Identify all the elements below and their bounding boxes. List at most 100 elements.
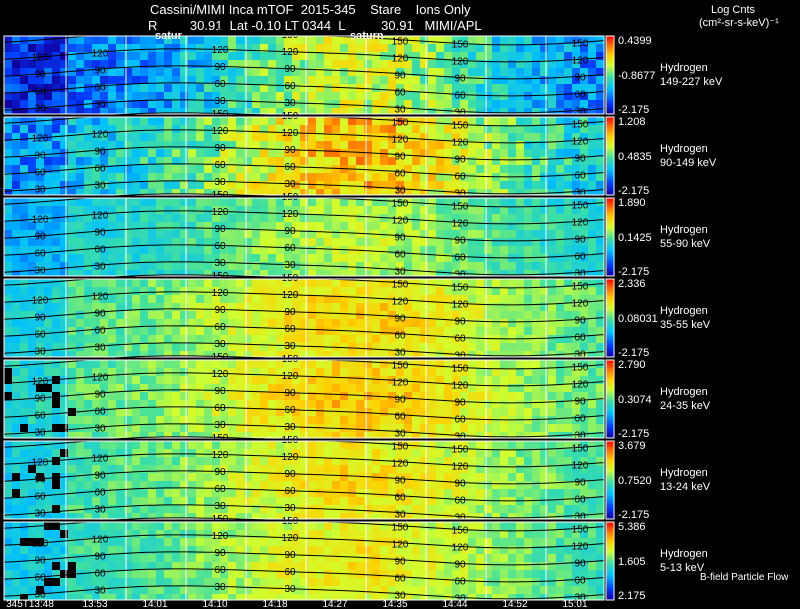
heatmap-cell (500, 513, 508, 519)
heatmap-cell (532, 360, 540, 368)
heatmap-cell (300, 311, 308, 319)
heatmap-cell (492, 368, 500, 376)
heatmap-cell (36, 457, 44, 465)
heatmap-cell (12, 157, 20, 165)
heatmap-cell (548, 52, 556, 60)
heatmap-cell (316, 206, 324, 214)
heatmap-cell (556, 222, 564, 230)
heatmap-cell (268, 489, 276, 497)
heatmap-cell (308, 335, 316, 343)
heatmap-cell (60, 505, 68, 513)
contour-line (3, 193, 605, 208)
heatmap-cell (588, 319, 596, 327)
heatmap-cell (28, 149, 36, 157)
heatmap-cell (452, 489, 460, 497)
heatmap-cell (84, 489, 92, 497)
heatmap-cell (340, 376, 348, 384)
heatmap-cell (324, 36, 332, 44)
heatmap-cell (84, 108, 92, 114)
heatmap-cell (492, 424, 500, 432)
heatmap-cell (116, 392, 124, 400)
heatmap-cell (76, 100, 84, 108)
heatmap-cell (300, 189, 308, 195)
heatmap-cell (300, 343, 308, 351)
heatmap-cell (84, 133, 92, 141)
contour-label: 30 (454, 350, 466, 361)
heatmap-cell (132, 214, 140, 222)
heatmap-cell (348, 465, 356, 473)
heatmap-cell (268, 287, 276, 295)
heatmap-cell (596, 133, 604, 141)
heatmap-cell (252, 44, 260, 52)
contour-label: 60 (394, 169, 406, 180)
heatmap-cell (404, 222, 412, 230)
heatmap-cell (572, 408, 580, 416)
heatmap-cell (460, 432, 468, 438)
heatmap-cell (12, 449, 20, 457)
heatmap-cell (380, 392, 388, 400)
heatmap-cell (548, 424, 556, 432)
heatmap-cell (252, 530, 260, 538)
heatmap-cell (436, 238, 444, 246)
heatmap-cell (444, 246, 452, 254)
contour-label: 150 (392, 361, 409, 372)
heatmap-cell (332, 165, 340, 173)
heatmap-cell (388, 246, 396, 254)
heatmap-cell (476, 295, 484, 303)
heatmap-cell (260, 319, 268, 327)
heatmap-cell (196, 432, 204, 438)
heatmap-cell (212, 238, 220, 246)
heatmap-cell (276, 52, 284, 60)
heatmap-cell (324, 408, 332, 416)
heatmap-cell (356, 457, 364, 465)
heatmap-cell (260, 522, 268, 530)
heatmap-cell (68, 513, 76, 519)
heatmap-cell (444, 92, 452, 100)
heatmap-cell (260, 141, 268, 149)
heatmap-cell (308, 497, 316, 505)
heatmap-cell (404, 52, 412, 60)
heatmap-cell (412, 149, 420, 157)
heatmap-cell (404, 384, 412, 392)
heatmap-cell (388, 530, 396, 538)
contour-label: 90 (574, 315, 586, 326)
heatmap-cell (372, 36, 380, 44)
heatmap-cell (28, 343, 36, 351)
heatmap-cell (244, 149, 252, 157)
heatmap-cell (548, 457, 556, 465)
heatmap-cell (316, 392, 324, 400)
heatmap-cell (308, 489, 316, 497)
heatmap-cell (580, 157, 588, 165)
heatmap-cell (84, 441, 92, 449)
heatmap-cell (76, 133, 84, 141)
heatmap-cell (188, 335, 196, 343)
heatmap-cell (364, 400, 372, 408)
heatmap-cell (580, 165, 588, 173)
heatmap-cell (516, 165, 524, 173)
heatmap-cell (236, 157, 244, 165)
heatmap-cell (252, 522, 260, 530)
heatmap-cell (452, 319, 460, 327)
heatmap-cell (220, 489, 228, 497)
heatmap-cell (436, 84, 444, 92)
heatmap-cell (372, 214, 380, 222)
heatmap-cell (420, 238, 428, 246)
heatmap-cell (404, 530, 412, 538)
heatmap-cell (388, 141, 396, 149)
heatmap-cell (116, 424, 124, 432)
heatmap-cell (564, 424, 572, 432)
heatmap-cell (172, 149, 180, 157)
heatmap-cell (236, 36, 244, 44)
heatmap-cell (500, 432, 508, 438)
heatmap-cell (364, 319, 372, 327)
heatmap-cell (300, 319, 308, 327)
heatmap-cell (100, 84, 108, 92)
heatmap-cell (196, 400, 204, 408)
heatmap-cell (564, 287, 572, 295)
heatmap-cell (596, 424, 604, 432)
species-label: Hydrogen (660, 143, 708, 155)
heatmap-cell (28, 181, 36, 189)
heatmap-cell (524, 449, 532, 457)
contour-label: 150 (392, 442, 409, 453)
heatmap-cell (396, 311, 404, 319)
